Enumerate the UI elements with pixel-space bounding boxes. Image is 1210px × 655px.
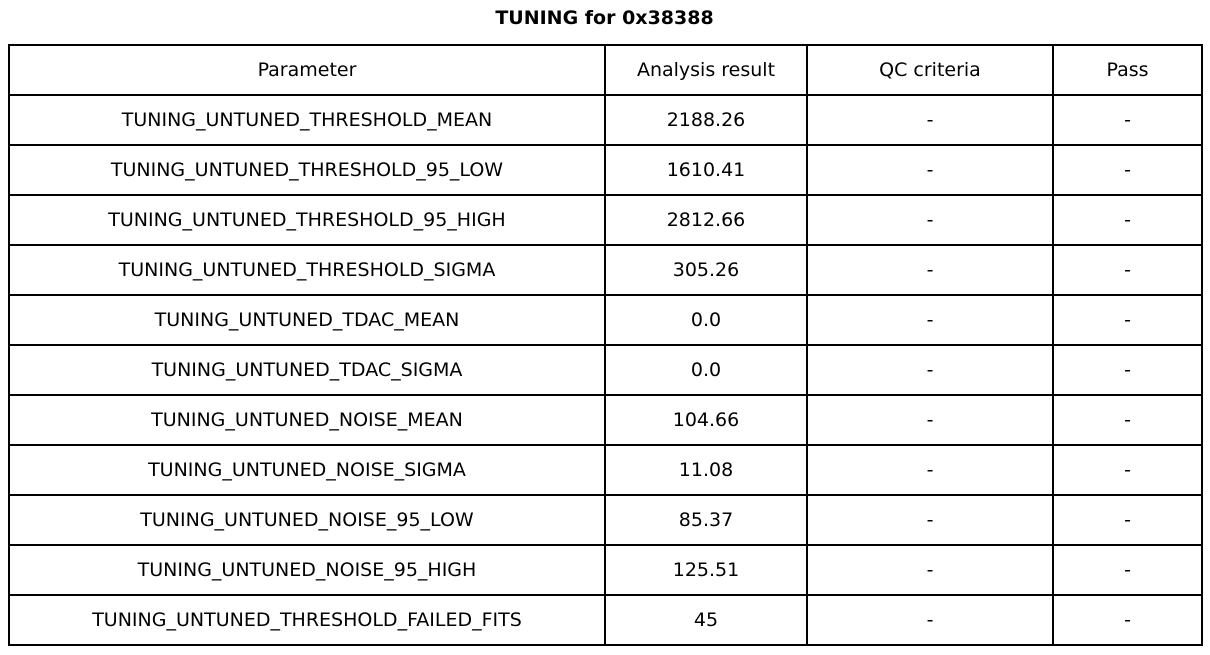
pass-cell: - — [1052, 344, 1203, 396]
qc-table-figure: TUNING for 0x38388 Parameter Analysis re… — [8, 6, 1203, 646]
table-row: TUNING_UNTUNED_NOISE_95_HIGH 125.51 - - — [8, 544, 1203, 596]
table-row: TUNING_UNTUNED_NOISE_MEAN 104.66 - - — [8, 394, 1203, 446]
pass-cell: - — [1052, 394, 1203, 446]
qc-cell: - — [806, 494, 1054, 546]
result-cell: 2188.26 — [604, 94, 808, 146]
param-cell: TUNING_UNTUNED_THRESHOLD_FAILED_FITS — [8, 594, 606, 646]
result-cell: 11.08 — [604, 444, 808, 496]
param-cell: TUNING_UNTUNED_THRESHOLD_MEAN — [8, 94, 606, 146]
param-cell: TUNING_UNTUNED_NOISE_MEAN — [8, 394, 606, 446]
pass-cell: - — [1052, 94, 1203, 146]
param-cell: TUNING_UNTUNED_THRESHOLD_95_HIGH — [8, 194, 606, 246]
param-cell: TUNING_UNTUNED_TDAC_MEAN — [8, 294, 606, 346]
result-cell: 0.0 — [604, 344, 808, 396]
qc-cell: - — [806, 294, 1054, 346]
table-row: TUNING_UNTUNED_THRESHOLD_95_HIGH 2812.66… — [8, 194, 1203, 246]
pass-cell: - — [1052, 594, 1203, 646]
header-row: Parameter Analysis result QC criteria Pa… — [8, 44, 1203, 96]
qc-cell: - — [806, 244, 1054, 296]
qc-cell: - — [806, 544, 1054, 596]
param-cell: TUNING_UNTUNED_NOISE_SIGMA — [8, 444, 606, 496]
header-analysis-result: Analysis result — [604, 44, 808, 96]
param-cell: TUNING_UNTUNED_THRESHOLD_SIGMA — [8, 244, 606, 296]
pass-cell: - — [1052, 444, 1203, 496]
result-cell: 1610.41 — [604, 144, 808, 196]
result-cell: 45 — [604, 594, 808, 646]
qc-table: Parameter Analysis result QC criteria Pa… — [8, 44, 1203, 646]
qc-cell: - — [806, 144, 1054, 196]
header-pass: Pass — [1052, 44, 1203, 96]
pass-cell: - — [1052, 144, 1203, 196]
table-row: TUNING_UNTUNED_THRESHOLD_FAILED_FITS 45 … — [8, 594, 1203, 646]
qc-cell: - — [806, 444, 1054, 496]
pass-cell: - — [1052, 244, 1203, 296]
param-cell: TUNING_UNTUNED_THRESHOLD_95_LOW — [8, 144, 606, 196]
result-cell: 2812.66 — [604, 194, 808, 246]
header-parameter: Parameter — [8, 44, 606, 96]
table-row: TUNING_UNTUNED_NOISE_SIGMA 11.08 - - — [8, 444, 1203, 496]
qc-cell: - — [806, 344, 1054, 396]
result-cell: 305.26 — [604, 244, 808, 296]
table-title: TUNING for 0x38388 — [495, 7, 714, 29]
table-row: TUNING_UNTUNED_THRESHOLD_MEAN 2188.26 - … — [8, 94, 1203, 146]
result-cell: 125.51 — [604, 544, 808, 596]
param-cell: TUNING_UNTUNED_TDAC_SIGMA — [8, 344, 606, 396]
param-cell: TUNING_UNTUNED_NOISE_95_HIGH — [8, 544, 606, 596]
table-row: TUNING_UNTUNED_NOISE_95_LOW 85.37 - - — [8, 494, 1203, 546]
result-cell: 0.0 — [604, 294, 808, 346]
pass-cell: - — [1052, 494, 1203, 546]
qc-cell: - — [806, 194, 1054, 246]
qc-cell: - — [806, 394, 1054, 446]
result-cell: 104.66 — [604, 394, 808, 446]
qc-cell: - — [806, 594, 1054, 646]
result-cell: 85.37 — [604, 494, 808, 546]
param-cell: TUNING_UNTUNED_NOISE_95_LOW — [8, 494, 606, 546]
pass-cell: - — [1052, 544, 1203, 596]
table-row: TUNING_UNTUNED_THRESHOLD_SIGMA 305.26 - … — [8, 244, 1203, 296]
qc-cell: - — [806, 94, 1054, 146]
pass-cell: - — [1052, 294, 1203, 346]
table-row: TUNING_UNTUNED_TDAC_SIGMA 0.0 - - — [8, 344, 1203, 396]
header-qc-criteria: QC criteria — [806, 44, 1054, 96]
pass-cell: - — [1052, 194, 1203, 246]
table-row: TUNING_UNTUNED_TDAC_MEAN 0.0 - - — [8, 294, 1203, 346]
table-row: TUNING_UNTUNED_THRESHOLD_95_LOW 1610.41 … — [8, 144, 1203, 196]
